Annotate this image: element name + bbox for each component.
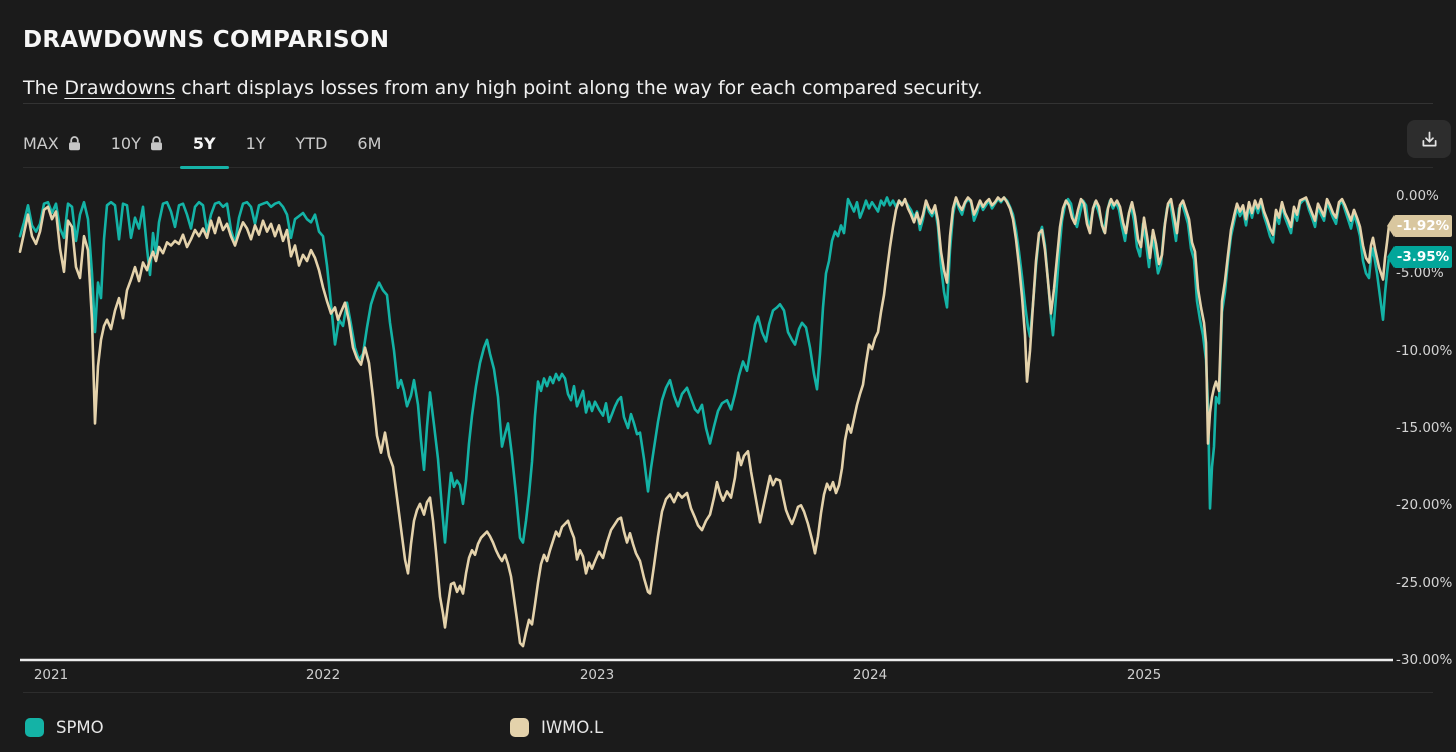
tab-5y[interactable]: 5Y bbox=[178, 119, 231, 169]
legend-item-iwmo[interactable]: IWMO.L bbox=[510, 718, 603, 737]
y-axis-label: -10.00% bbox=[1396, 342, 1453, 359]
tab-max[interactable]: MAX bbox=[23, 119, 96, 167]
y-axis-label: -15.00% bbox=[1396, 420, 1453, 436]
drawdowns-chart[interactable] bbox=[18, 196, 1393, 662]
x-axis-label: 2021 bbox=[33, 667, 69, 683]
tab-label: 5Y bbox=[192, 133, 216, 153]
badge-arrow-icon bbox=[1387, 214, 1394, 237]
page-subtitle: The Drawdowns chart displays losses from… bbox=[23, 77, 983, 99]
series-line-iwmo-l bbox=[18, 196, 1391, 648]
spmo-swatch-icon bbox=[25, 718, 44, 737]
badge-value: -1.92% bbox=[1396, 217, 1450, 234]
y-axis-label: -30.00% bbox=[1396, 652, 1453, 668]
tab-label: 1Y bbox=[245, 133, 266, 153]
tab-10y[interactable]: 10Y bbox=[96, 119, 178, 167]
y-axis-label: -25.00% bbox=[1396, 574, 1453, 591]
range-tab-bar: MAX 10Y 5Y 1Y YTD 6M bbox=[23, 119, 1433, 169]
tab-label: MAX bbox=[23, 133, 59, 153]
badge-arrow-icon bbox=[1387, 246, 1394, 269]
lock-icon bbox=[68, 135, 80, 150]
legend-label-spmo: SPMO bbox=[56, 718, 104, 737]
tab-6m[interactable]: 6M bbox=[342, 119, 396, 167]
x-axis-label: 2023 bbox=[579, 667, 615, 683]
last-value-badge-iwmo-l: -1.92% bbox=[1387, 214, 1452, 237]
page-title: DRAWDOWNS COMPARISON bbox=[23, 27, 390, 54]
y-axis-label: -5.00% bbox=[1396, 265, 1444, 282]
legend-item-spmo[interactable]: SPMO bbox=[25, 718, 104, 737]
lock-icon bbox=[150, 135, 162, 150]
download-button[interactable] bbox=[1407, 120, 1451, 158]
tab-label: YTD bbox=[295, 133, 328, 153]
subtitle-text: chart displays losses from any high poin… bbox=[175, 77, 983, 99]
x-axis-label: 2022 bbox=[305, 667, 341, 683]
tab-label: 6M bbox=[357, 133, 382, 153]
x-axis-label: 2024 bbox=[852, 667, 888, 683]
subtitle-text: The bbox=[23, 77, 65, 99]
last-value-badge-spmo: -3.95% bbox=[1387, 246, 1452, 269]
tab-ytd[interactable]: YTD bbox=[281, 119, 343, 167]
header-divider bbox=[23, 103, 1433, 104]
legend-label-iwmo: IWMO.L bbox=[541, 718, 604, 737]
tab-label: 10Y bbox=[110, 133, 141, 153]
tab-1y[interactable]: 1Y bbox=[231, 119, 281, 167]
legend-divider bbox=[23, 692, 1433, 693]
iwmo-swatch-icon bbox=[510, 718, 529, 737]
download-icon bbox=[1422, 131, 1436, 146]
drawdowns-link[interactable]: Drawdowns bbox=[64, 77, 176, 99]
y-axis-label: -20.00% bbox=[1396, 497, 1453, 514]
x-axis-label: 2025 bbox=[1126, 667, 1162, 683]
series-line-spmo bbox=[18, 196, 1391, 544]
y-axis-label: 0.00% bbox=[1396, 188, 1439, 204]
badge-value: -3.95% bbox=[1396, 249, 1450, 266]
